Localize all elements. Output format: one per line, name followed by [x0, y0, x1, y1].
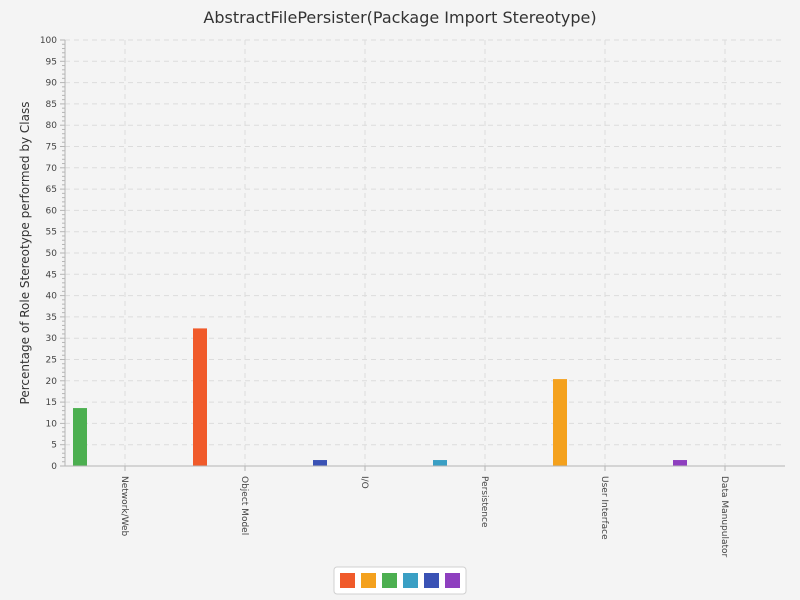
bar — [553, 379, 567, 466]
y-tick-label: 75 — [46, 143, 57, 153]
x-tick-label: Object Model — [239, 476, 249, 535]
x-tick-label: Persistence — [479, 476, 489, 528]
y-tick-label: 85 — [46, 100, 57, 110]
legend-swatch — [340, 573, 355, 588]
y-tick-label: 35 — [46, 313, 57, 323]
bar — [433, 460, 447, 466]
y-tick-label: 20 — [46, 377, 58, 387]
y-tick-label: 30 — [46, 334, 58, 344]
y-tick-label: 95 — [46, 57, 57, 67]
legend-swatch — [424, 573, 439, 588]
legend-swatch — [403, 573, 418, 588]
y-tick-label: 90 — [46, 79, 58, 89]
y-tick-label: 0 — [51, 462, 57, 472]
y-tick-label: 55 — [46, 228, 57, 238]
y-tick-label: 10 — [46, 419, 58, 429]
x-tick-label: User Interface — [599, 476, 609, 540]
y-tick-label: 45 — [46, 270, 57, 280]
bar — [673, 460, 687, 466]
x-tick-label: I/O — [359, 476, 369, 489]
legend-swatch — [445, 573, 460, 588]
y-tick-label: 60 — [46, 206, 58, 216]
legend — [333, 566, 467, 595]
y-tick-label: 40 — [46, 292, 58, 302]
y-tick-label: 70 — [46, 164, 58, 174]
axes: 0 5 10 15 20 25 30 35 40 45 50 55 60 65 70 75 80 85 90 95 10… — [40, 36, 785, 558]
y-tick-label: 65 — [46, 185, 57, 195]
legend-swatch — [382, 573, 397, 588]
y-tick-label: 25 — [46, 356, 57, 366]
y-tick-label: 80 — [46, 121, 58, 131]
bar — [193, 328, 207, 466]
legend-swatch — [361, 573, 376, 588]
y-tick-label: 5 — [51, 441, 57, 451]
chart-title: AbstractFilePersister(Package Import Ste… — [203, 8, 596, 27]
y-tick-label: 15 — [46, 398, 57, 408]
y-tick-label: 100 — [40, 36, 57, 46]
bar — [313, 460, 327, 466]
y-axis-label: Percentage of Role Stereotype performed … — [18, 102, 32, 405]
x-tick-label: Network/Web — [119, 476, 129, 537]
grid — [65, 39, 785, 466]
x-tick-label: Data Manupulator — [719, 476, 729, 558]
y-tick-label: 50 — [46, 249, 58, 259]
bars — [73, 328, 687, 466]
bar — [73, 408, 87, 466]
